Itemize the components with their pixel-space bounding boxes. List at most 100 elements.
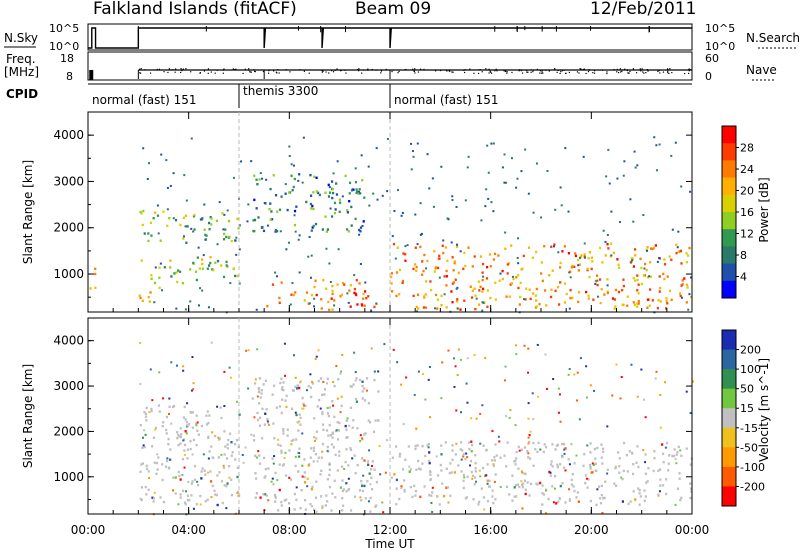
power-cell [141, 223, 144, 227]
power-cell [422, 306, 425, 309]
nave-dot [149, 72, 152, 74]
velocity-cell [349, 406, 352, 409]
velocity-cell [653, 450, 656, 453]
velocity-cell [345, 482, 348, 485]
velocity-cell [227, 438, 230, 442]
power-cell [433, 270, 436, 273]
nave-dot [451, 71, 453, 73]
power-cell [619, 221, 622, 224]
power-cell [511, 275, 514, 278]
velocity-cell [281, 398, 284, 401]
power-cell [280, 281, 283, 284]
velocity-cell [143, 429, 146, 432]
nave-dot [170, 69, 172, 71]
power-cell [594, 283, 597, 286]
velocity-cell [628, 450, 631, 453]
velocity-cell [587, 478, 590, 481]
velocity-cell [272, 482, 275, 486]
velocity-cell [272, 462, 275, 465]
nave-dot [144, 69, 146, 71]
x-tick-label: 00:00 [675, 523, 710, 537]
power-cell [445, 284, 448, 287]
velocity-cell [191, 356, 194, 359]
power-cell [569, 296, 572, 300]
velocity-cell [428, 366, 431, 369]
nave-dot [289, 71, 291, 73]
velocity-cell [536, 450, 539, 454]
power-cell [310, 207, 313, 210]
power-cell [414, 246, 417, 249]
nave-dot [616, 71, 618, 73]
velocity-cell [358, 378, 362, 382]
nave-dot [276, 72, 278, 74]
power-cell [310, 229, 313, 232]
nave-dot [541, 70, 543, 72]
velocity-cell [369, 496, 372, 500]
velocity-cell [405, 376, 408, 379]
power-cell [309, 276, 312, 279]
power-cell [297, 179, 300, 182]
power-cell [338, 198, 342, 201]
power-cell [181, 281, 185, 285]
velocity-cell [204, 500, 207, 503]
velocity-cell [361, 397, 364, 400]
power-cell [561, 250, 564, 253]
power-cell [573, 265, 576, 269]
nave-dot [180, 68, 182, 70]
power-cell [517, 286, 520, 290]
power-cell [443, 293, 446, 296]
velocity-cell [339, 372, 342, 375]
nave-dot [463, 71, 466, 74]
velocity-cell [575, 454, 578, 457]
power-cell [632, 265, 635, 268]
velocity-cell [421, 444, 424, 448]
power-cell [359, 192, 362, 195]
velocity-cell [236, 400, 239, 403]
velocity-cell [334, 453, 337, 457]
velocity-cell [321, 423, 325, 426]
velocity-cell [424, 454, 427, 458]
power-cell [288, 145, 291, 148]
velocity-cell [172, 476, 175, 479]
velocity-cell [568, 463, 571, 466]
nave-dot [252, 69, 255, 71]
power-cell [391, 235, 394, 238]
power-cell [612, 251, 616, 255]
velocity-cell [313, 435, 316, 439]
velocity-cell [604, 480, 607, 484]
power-cell [265, 178, 268, 181]
velocity-cell [214, 434, 217, 438]
velocity-cell [613, 482, 616, 485]
power-cell [652, 246, 655, 250]
velocity-cell [419, 468, 422, 471]
velocity-cell [299, 380, 302, 383]
power-colorbar-tick-label: 16 [740, 206, 754, 219]
velocity-cell [556, 465, 559, 469]
velocity-cell [554, 448, 557, 451]
power-cell [419, 233, 422, 236]
nave-dot [214, 72, 216, 74]
power-cell [467, 155, 470, 158]
velocity-cell [336, 469, 339, 472]
velocity-cell [161, 463, 164, 466]
velocity-cell [335, 365, 338, 368]
velocity-cell [140, 463, 143, 466]
velocity-cell [466, 401, 469, 404]
velocity-cell [169, 448, 172, 451]
power-cell [234, 274, 237, 278]
velocity-cell [183, 501, 187, 504]
velocity-cell [179, 496, 182, 499]
velocity-cell [210, 341, 213, 344]
power-cell [563, 301, 567, 304]
power-cell [325, 247, 328, 250]
velocity-cell [462, 473, 465, 477]
velocity-cell [207, 457, 210, 460]
nave-dot [560, 71, 562, 73]
velocity-cell [139, 341, 142, 344]
power-cell [517, 237, 520, 240]
velocity-cell [325, 429, 329, 432]
nave-dot [635, 72, 638, 74]
velocity-cell [403, 479, 406, 482]
power-cell [633, 150, 636, 153]
freq-tick-bottom: 8 [66, 70, 73, 83]
